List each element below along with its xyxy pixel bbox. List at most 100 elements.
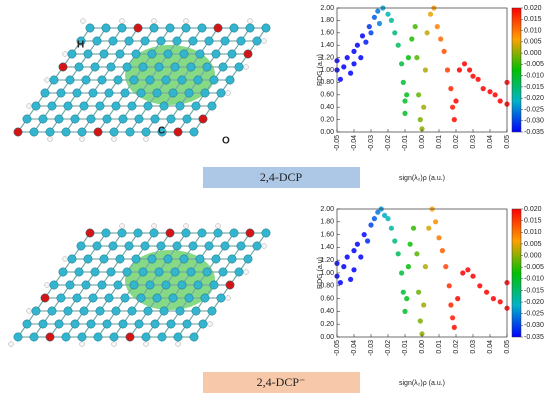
point xyxy=(388,225,394,231)
atom xyxy=(195,254,205,264)
atom xyxy=(245,228,255,238)
x-tick-label: 0.01 xyxy=(436,340,443,354)
colorbar-tick-label: -0.030 xyxy=(524,118,544,125)
point xyxy=(438,36,444,42)
atom xyxy=(70,319,80,329)
atom xyxy=(193,280,203,290)
atom xyxy=(81,75,91,85)
atom xyxy=(159,306,169,316)
atom xyxy=(141,332,151,342)
point xyxy=(450,104,456,110)
point xyxy=(354,241,360,247)
y-tick-label: 1.00 xyxy=(320,67,334,74)
y-tick-label: 1.40 xyxy=(320,244,334,251)
point xyxy=(358,254,364,260)
colorbar-tick-label: 0.015 xyxy=(524,16,542,23)
colorbar-tick-label: -0.030 xyxy=(524,322,544,329)
atom xyxy=(111,306,121,316)
colorbar-tick-label: -0.025 xyxy=(524,311,544,318)
y-tick-label: 0.40 xyxy=(320,308,334,315)
point xyxy=(382,212,388,218)
hydrogen xyxy=(143,136,149,142)
point xyxy=(477,283,483,289)
y-tick-label: 0.40 xyxy=(320,104,334,111)
atom xyxy=(152,88,162,98)
atom xyxy=(172,241,182,251)
point xyxy=(359,33,366,39)
point xyxy=(388,17,394,23)
point xyxy=(451,117,457,123)
atom xyxy=(261,228,271,238)
atom xyxy=(147,49,157,59)
atom xyxy=(93,127,103,137)
point xyxy=(416,289,422,295)
hydrogen xyxy=(44,77,50,83)
point xyxy=(354,42,360,48)
colorbar xyxy=(511,7,522,133)
x-axis-label: sign(λ₂)ρ (a.u.) xyxy=(399,175,445,182)
atom xyxy=(29,127,39,137)
x-tick-label: -0.01 xyxy=(402,340,409,356)
colorbar-tick-label: -0.010 xyxy=(524,72,544,79)
atom xyxy=(236,241,246,251)
atom xyxy=(173,332,183,342)
colorbar-tick-label: -0.020 xyxy=(524,95,544,102)
atom xyxy=(47,101,57,111)
atom xyxy=(65,75,75,85)
atom xyxy=(106,62,116,72)
atom xyxy=(31,101,41,111)
atom xyxy=(157,332,167,342)
colorbar-tick-label: -0.015 xyxy=(524,287,544,294)
point xyxy=(405,55,411,61)
atom xyxy=(72,293,82,303)
hydrogen xyxy=(47,136,53,142)
atom xyxy=(188,241,198,251)
atom xyxy=(90,267,100,277)
point xyxy=(337,76,343,82)
atom xyxy=(81,280,91,290)
atom xyxy=(131,254,141,264)
point xyxy=(456,67,462,73)
atom xyxy=(22,319,32,329)
point xyxy=(444,67,451,73)
atom xyxy=(173,127,183,137)
colorbar-tick-label: -0.005 xyxy=(524,61,544,68)
atom xyxy=(97,75,107,85)
y-tick-label: 1.40 xyxy=(320,42,334,49)
atom xyxy=(77,332,87,342)
point xyxy=(414,251,420,257)
hydrogen xyxy=(207,321,213,327)
hydrogen xyxy=(111,341,117,347)
x-tick-label: 0.00 xyxy=(419,340,426,354)
colorbar-tick-label: 0.005 xyxy=(524,241,542,248)
atom xyxy=(168,88,178,98)
y-tick-label: 1.80 xyxy=(320,219,334,226)
x-tick-label: 0.00 xyxy=(419,135,426,149)
hydrogen xyxy=(183,18,189,24)
hydrogen xyxy=(62,51,68,57)
atom xyxy=(216,293,226,303)
atom xyxy=(197,228,207,238)
atom xyxy=(211,49,221,59)
x-tick-label: 0.04 xyxy=(487,340,494,354)
point xyxy=(465,267,471,273)
point xyxy=(424,30,430,36)
atom xyxy=(229,228,239,238)
atom xyxy=(147,254,157,264)
atom xyxy=(70,114,80,124)
hydrogen xyxy=(261,38,267,44)
colorbar-tick-label: -0.010 xyxy=(524,276,544,283)
x-tick-label: -0.05 xyxy=(334,135,341,151)
point xyxy=(348,70,354,76)
point xyxy=(392,30,398,36)
atom xyxy=(101,228,111,238)
atom xyxy=(76,241,86,251)
atom xyxy=(131,49,141,59)
atom xyxy=(252,241,262,251)
point xyxy=(417,117,423,123)
point xyxy=(470,73,476,79)
point xyxy=(490,296,496,302)
atom xyxy=(159,101,169,111)
caption: 2,4-DCP xyxy=(260,170,303,184)
point xyxy=(404,92,410,98)
